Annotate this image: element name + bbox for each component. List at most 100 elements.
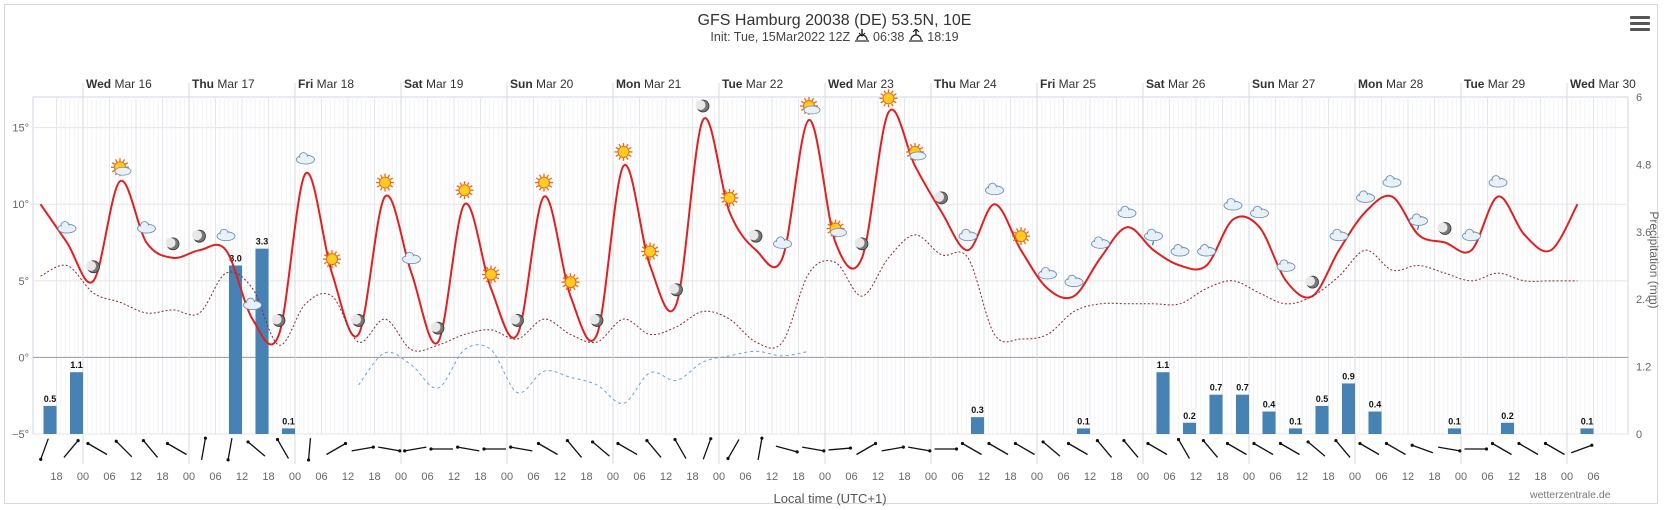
sun-ray (1025, 238, 1030, 242)
sun-icon (879, 89, 898, 108)
sun-ray (565, 287, 569, 291)
wind-arrow-icon (1252, 441, 1274, 456)
cloud-icon (985, 182, 1004, 196)
sun-cloud-icon (906, 142, 927, 161)
moon-icon (192, 229, 206, 243)
wind-head (1490, 441, 1495, 446)
sun-ray (724, 202, 728, 207)
day-label: Sun Mar 27 (1252, 77, 1316, 91)
precip-bar-label: 0.2 (1183, 411, 1196, 421)
sun-ray (721, 192, 725, 196)
wind-head (275, 437, 280, 442)
sun-ray (641, 253, 646, 257)
sun-ray (890, 103, 894, 107)
x-tick-label: 00 (1031, 471, 1043, 483)
sun-disc (882, 92, 895, 105)
sun-ray (1012, 231, 1017, 234)
cloud-icon (243, 297, 262, 311)
wind-head (1590, 443, 1594, 447)
sun-ray (811, 97, 815, 102)
moon-light (669, 283, 679, 294)
sun-icon (1012, 227, 1030, 246)
sun-ray (883, 90, 887, 94)
x-tick-label: 00 (1243, 471, 1255, 483)
sun-ray (1015, 241, 1019, 245)
moon-light (510, 314, 520, 325)
wind-head (822, 449, 826, 453)
wind-row (39, 436, 1594, 462)
wind-shaft (1438, 446, 1460, 452)
rain-drop (1151, 241, 1155, 246)
day-label: Sun Mar 20 (510, 77, 574, 91)
hamburger-menu-icon[interactable] (1630, 16, 1650, 34)
wind-arrow-icon (351, 445, 375, 452)
sun-ray (469, 192, 473, 196)
x-tick-label: 12 (1402, 471, 1414, 483)
sun-icon (455, 181, 474, 200)
wind-head (1095, 438, 1100, 443)
moon-light (854, 237, 865, 248)
sun-ray (379, 174, 383, 178)
cloud-shape (909, 151, 927, 161)
wind-arrow-icon (226, 438, 233, 462)
sun-ray (546, 174, 550, 178)
wind-head (165, 441, 170, 446)
sun-ray (111, 162, 116, 165)
precip-bar-label: 3.0 (229, 254, 242, 264)
wind-shaft (1359, 442, 1380, 456)
sun-disc (538, 176, 550, 189)
wind-shaft (40, 438, 49, 460)
x-tick-label: 06 (1057, 471, 1069, 483)
sun-ray (485, 266, 489, 270)
sun-ray (111, 169, 116, 173)
wind-arrow-icon (1543, 441, 1565, 456)
cloud-shape (114, 166, 132, 176)
wind-arrow-icon (673, 437, 687, 459)
wind-arrow-icon (114, 439, 133, 458)
precip-bar-label: 0.1 (282, 416, 295, 426)
wind-shaft (87, 442, 108, 456)
wind-shaft (247, 441, 266, 457)
wind-arrow-icon (702, 437, 713, 460)
moon-light (430, 322, 441, 333)
sun-ray (495, 276, 500, 280)
sun-ray (800, 108, 805, 112)
x-tick-label: 06 (209, 471, 221, 483)
sun-ray (919, 146, 924, 150)
moon-light (1305, 276, 1315, 287)
wind-shaft (1042, 441, 1061, 457)
wind-head (590, 440, 595, 444)
wind-head (848, 446, 853, 450)
wind-arrow-icon (1201, 438, 1219, 458)
sun-ray (323, 261, 328, 265)
sunset-time: 18:19 (927, 29, 959, 44)
sun-ray (336, 261, 341, 265)
x-tick-label: 18 (1322, 471, 1334, 483)
cloud-rain-icon (1144, 228, 1163, 246)
wind-shaft (404, 446, 427, 452)
x-tick-label: 00 (1561, 471, 1573, 483)
wind-head (1252, 441, 1256, 446)
y2-tick-label: 1.2 (1636, 362, 1651, 374)
sun-icon (535, 173, 553, 192)
wind-arrow-icon (1464, 447, 1489, 451)
sun-ray (883, 103, 887, 107)
cloud-icon (773, 236, 792, 249)
sun-ray (387, 174, 391, 178)
x-tick-label: 18 (1428, 471, 1440, 483)
x-tick-label: 18 (262, 471, 274, 483)
sun-ray (830, 220, 834, 224)
moon-icon (1305, 275, 1319, 289)
wind-arrow-icon (1095, 438, 1113, 458)
precip-bar (1342, 383, 1355, 434)
sun-ray (644, 243, 648, 247)
precip-bar-label: 1.1 (1157, 360, 1170, 370)
cloud-fill (297, 156, 314, 164)
moon-light (934, 191, 944, 202)
x-tick-label: 18 (898, 471, 910, 483)
day-label: Tue Mar 29 (1464, 77, 1525, 91)
cloud-icon (1038, 267, 1057, 280)
x-tick-label: 06 (1481, 471, 1493, 483)
sun-disc (1015, 230, 1027, 243)
wind-arrow-icon (1517, 441, 1539, 456)
